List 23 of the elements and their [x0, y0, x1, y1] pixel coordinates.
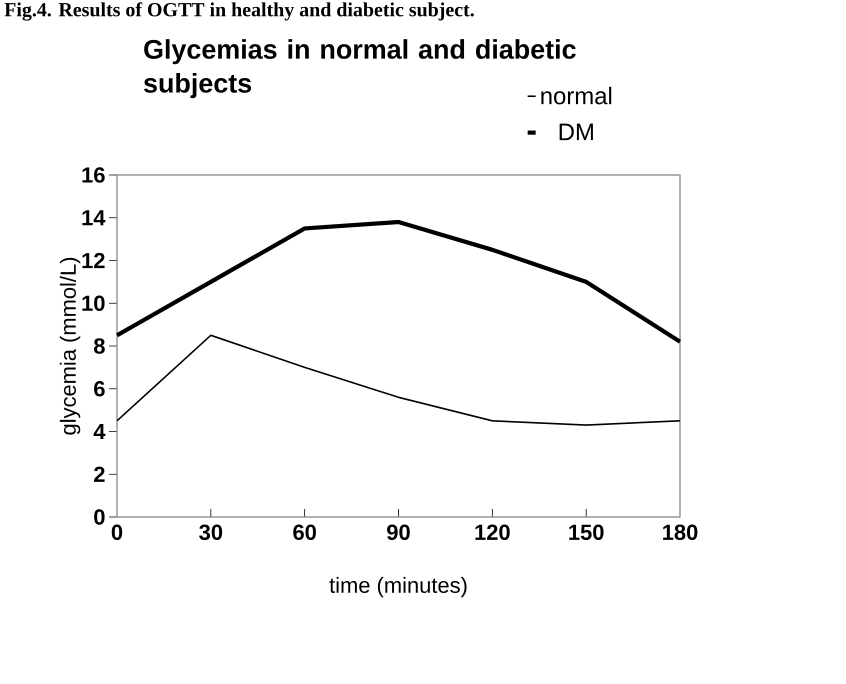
x-tick-label: 30	[199, 524, 222, 540]
y-tick-label: 10	[82, 295, 105, 312]
legend-label: normal	[541, 86, 612, 104]
x-tick-label: 180	[663, 524, 698, 540]
x-tick-label: 90	[387, 524, 410, 540]
y-tick-label: 16	[82, 167, 105, 183]
caption: Fig.4. Results of OGTT in healthy and diabetic subject.	[4, 2, 474, 21]
y-tick-label: 12	[82, 252, 105, 268]
y-axis-title: glycemia (mmol/L)	[60, 258, 80, 435]
line-series	[114, 220, 682, 344]
x-tick-label: 150	[569, 524, 604, 540]
x-tick-label: 60	[293, 524, 316, 540]
y-tick-label: 0	[94, 509, 105, 525]
y-tick-label: 4	[94, 424, 106, 440]
y-tick-label: 2	[94, 466, 105, 482]
legend-label: DM	[560, 124, 593, 140]
y-tick-label: 8	[94, 338, 105, 354]
line-series	[116, 334, 681, 426]
y-tick-label: 14	[82, 210, 106, 226]
x-axis-title: time (minutes)	[329, 576, 467, 598]
y-tick-label: 6	[94, 380, 105, 397]
x-tick-label: 0	[112, 524, 122, 540]
x-tick-label: 120	[475, 524, 510, 540]
